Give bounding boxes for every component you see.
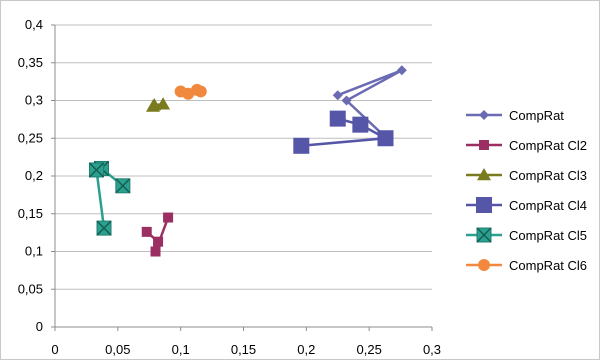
y-tick-label: 0,1 bbox=[25, 244, 43, 259]
series-comprat-cl5 bbox=[88, 160, 131, 236]
data-point bbox=[163, 212, 174, 223]
x-tick-label: 0,05 bbox=[105, 342, 130, 357]
data-point bbox=[329, 110, 346, 127]
y-tick-labels: 0 0,05 0,1 0,15 0,2 0,25 0,3 0,35 0,4 bbox=[18, 17, 43, 334]
axes bbox=[51, 24, 433, 331]
gridlines bbox=[55, 24, 432, 290]
x-tick-label: 0,1 bbox=[172, 342, 190, 357]
legend-label: CompRat Cl4 bbox=[509, 198, 587, 213]
data-point bbox=[194, 85, 207, 98]
legend-item: CompRat Cl5 bbox=[466, 227, 587, 243]
legend: CompRat CompRat Cl2 CompRat Cl3 CompRat Cl4… bbox=[466, 108, 587, 273]
y-tick-label: 0,3 bbox=[25, 93, 43, 108]
legend-marker bbox=[476, 227, 492, 243]
x-tick-label: 0,15 bbox=[231, 342, 256, 357]
legend-label: CompRat Cl2 bbox=[509, 138, 587, 153]
data-point bbox=[352, 116, 369, 133]
data-point bbox=[115, 178, 131, 194]
legend-label: CompRat Cl3 bbox=[509, 168, 587, 183]
data-point bbox=[147, 98, 162, 111]
marker-cross bbox=[88, 162, 104, 178]
data-point bbox=[377, 130, 394, 147]
data-point bbox=[341, 95, 352, 106]
y-tick-label: 0 bbox=[36, 319, 43, 334]
series-comprat-cl2 bbox=[141, 212, 174, 257]
series-line bbox=[301, 117, 390, 148]
marker-cross bbox=[476, 227, 492, 243]
data-point bbox=[141, 226, 152, 237]
legend-item: CompRat Cl3 bbox=[466, 168, 587, 183]
x-tick-label: 0 bbox=[51, 342, 58, 357]
marker-cross bbox=[115, 178, 131, 194]
legend-item: CompRat Cl6 bbox=[466, 258, 587, 273]
data-point bbox=[88, 162, 104, 178]
y-tick-label: 0,35 bbox=[18, 55, 43, 70]
y-tick-label: 0,2 bbox=[25, 168, 43, 183]
data-point bbox=[96, 220, 112, 236]
legend-label: CompRat Cl5 bbox=[509, 228, 587, 243]
legend-label: CompRat Cl6 bbox=[509, 258, 587, 273]
x-tick-labels: 0 0,05 0,1 0,15 0,2 0,25 0,3 bbox=[51, 342, 441, 357]
series-comprat-cl3 bbox=[146, 97, 171, 112]
data-point bbox=[150, 246, 161, 257]
series-comprat-cl6 bbox=[174, 83, 207, 100]
legend-marker bbox=[477, 168, 491, 181]
y-tick-label: 0,4 bbox=[25, 17, 43, 32]
y-tick-label: 0,05 bbox=[18, 281, 43, 296]
legend-label: CompRat bbox=[509, 108, 564, 123]
data-point bbox=[293, 137, 310, 154]
series-comprat-cl4 bbox=[293, 110, 394, 154]
x-tick-label: 0,3 bbox=[423, 342, 441, 357]
legend-item: CompRat Cl4 bbox=[466, 197, 587, 213]
legend-item: CompRat bbox=[466, 108, 564, 123]
data-point bbox=[156, 97, 171, 110]
x-tick-label: 0,2 bbox=[297, 342, 315, 357]
data-point bbox=[396, 65, 407, 76]
legend-marker bbox=[478, 259, 490, 271]
marker-cross bbox=[96, 220, 112, 236]
data-point bbox=[153, 236, 164, 247]
legend-marker bbox=[479, 110, 489, 120]
y-tick-label: 0,15 bbox=[18, 206, 43, 221]
series-layer bbox=[88, 65, 407, 257]
legend-marker bbox=[476, 197, 492, 213]
y-tick-label: 0,25 bbox=[18, 130, 43, 145]
data-point bbox=[332, 90, 343, 101]
legend-item: CompRat Cl2 bbox=[466, 138, 587, 153]
legend-marker bbox=[479, 140, 489, 150]
x-tick-label: 0,25 bbox=[357, 342, 382, 357]
